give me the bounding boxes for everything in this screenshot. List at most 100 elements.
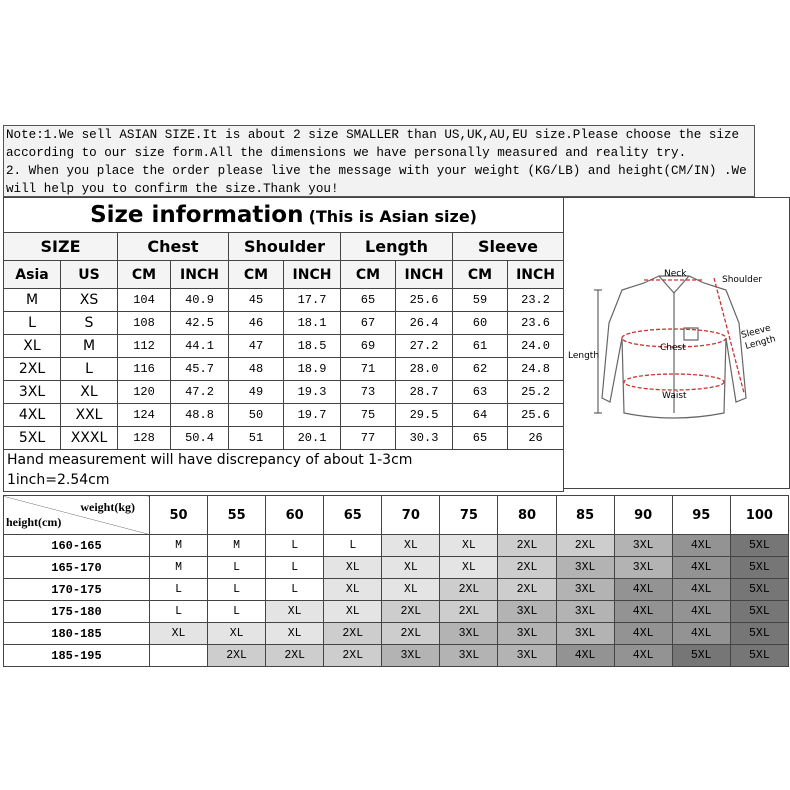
size-cell: 59	[452, 288, 508, 312]
size-cell: 2XL	[3, 357, 61, 381]
size-cell: 23.2	[506, 288, 565, 312]
weight-header: 100	[729, 495, 790, 535]
size-cell: XXXL	[60, 426, 118, 450]
size-cell: M	[207, 534, 267, 557]
size-cell: 2XL	[265, 644, 325, 667]
label-length: Length	[568, 351, 599, 361]
group-header: Sleeve	[451, 232, 565, 261]
note-line: 2. When you place the order please live …	[6, 164, 747, 178]
size-cell: 4XL	[671, 578, 731, 601]
weight-header: 95	[671, 495, 731, 535]
size-cell: 28.0	[395, 357, 453, 381]
size-cell: 5XL	[729, 622, 790, 645]
size-cell: 30.3	[395, 426, 453, 450]
size-cell: 69	[340, 334, 396, 358]
size-cell: 48.8	[170, 403, 229, 427]
footnote-cell: Hand measurement will have discrepancy o…	[2, 449, 565, 492]
size-cell: 2XL	[497, 578, 557, 601]
size-cell: 5XL	[3, 426, 61, 450]
size-cell: L	[207, 578, 267, 601]
corner-weight: weight(kg)	[80, 500, 135, 514]
size-cell: 3XL	[613, 534, 673, 557]
size-cell: M	[60, 334, 118, 358]
size-cell: 5XL	[671, 644, 731, 667]
weight-header: 65	[323, 495, 383, 535]
size-cell: XL	[381, 534, 441, 557]
size-cell: L	[3, 311, 61, 335]
size-cell: 2XL	[439, 578, 499, 601]
size-cell: 5XL	[729, 534, 790, 557]
size-cell: 51	[228, 426, 284, 450]
size-cell: 3XL	[555, 600, 615, 623]
size-cell: L	[265, 556, 325, 579]
weight-header: 50	[148, 495, 209, 535]
size-table: Size information (This is Asian size) SIZ…	[2, 197, 565, 492]
size-cell: 73	[340, 380, 396, 404]
size-row: 5XL XXXL 128 50.4 51 20.1 77 30.3 65 26	[3, 426, 565, 450]
height-cell: 170-175	[3, 578, 150, 601]
size-cell: 4XL	[555, 644, 615, 667]
size-cell: 116	[117, 357, 171, 381]
weight-row: 165-170 M L L XL XL XL 2XL 3XL 3XL 4XL 5XL	[3, 556, 790, 579]
sub-header: INCH	[170, 260, 229, 289]
size-row: 4XL XXL 124 48.8 50 19.7 75 29.5 64 25.6	[3, 403, 565, 427]
size-cell: 3XL	[439, 644, 499, 667]
size-cell: XL	[265, 622, 325, 645]
sub-header: INCH	[283, 260, 341, 289]
weight-row: 170-175 L L L XL XL 2XL 2XL 3XL 4XL 4XL 5XL	[3, 578, 790, 601]
label-waist: Waist	[662, 391, 687, 401]
label-shoulder: Shoulder	[722, 275, 762, 285]
size-cell: 124	[117, 403, 171, 427]
size-cell: 26.4	[395, 311, 453, 335]
size-cell: 2XL	[497, 556, 557, 579]
size-cell: 50.4	[170, 426, 229, 450]
size-cell: M	[3, 288, 61, 312]
label-chest: Chest	[660, 343, 686, 353]
size-cell: 3XL	[555, 556, 615, 579]
size-cell: XL	[207, 622, 267, 645]
weight-row: 175-180 L L XL XL 2XL 2XL 3XL 3XL 4XL 4XL 5XL	[3, 600, 790, 623]
note-line: according to our size form.All the dimen…	[6, 146, 687, 160]
measure-lines	[621, 277, 745, 394]
weight-row: 180-185 XL XL XL 2XL 2XL 3XL 3XL 3XL 4XL 4XL 5XL	[3, 622, 790, 645]
size-cell: 2XL	[381, 600, 441, 623]
size-cell: 2XL	[323, 622, 383, 645]
size-cell: 45.7	[170, 357, 229, 381]
sub-header: CM	[228, 260, 284, 289]
size-cell: 24.0	[506, 334, 565, 358]
size-cell: 25.2	[506, 380, 565, 404]
size-cell: 3XL	[3, 380, 61, 404]
weight-header: 70	[381, 495, 441, 535]
size-cell: L	[207, 600, 267, 623]
size-cell: XL	[323, 578, 383, 601]
size-cell: 2XL	[439, 600, 499, 623]
size-cell: L	[148, 578, 209, 601]
size-cell: 26	[506, 426, 565, 450]
sub-header: Asia	[3, 260, 61, 289]
weight-header: 75	[439, 495, 499, 535]
size-cell: L	[60, 357, 118, 381]
size-row: L S 108 42.5 46 18.1 67 26.4 60 23.6	[3, 311, 565, 335]
size-row: 2XL L 116 45.7 48 18.9 71 28.0 62 24.8	[3, 357, 565, 381]
weight-header: 80	[497, 495, 557, 535]
sub-header: INCH	[506, 260, 565, 289]
size-cell: 112	[117, 334, 171, 358]
size-cell: M	[148, 534, 209, 557]
size-cell: XL	[3, 334, 61, 358]
weight-header: 60	[265, 495, 325, 535]
size-cell: 120	[117, 380, 171, 404]
size-cell: 47	[228, 334, 284, 358]
group-header: Chest	[117, 232, 229, 261]
size-row: 3XL XL 120 47.2 49 19.3 73 28.7 63 25.2	[3, 380, 565, 404]
sub-header: CM	[340, 260, 396, 289]
size-cell: 5XL	[729, 644, 790, 667]
size-cell: 2XL	[323, 644, 383, 667]
size-cell: 77	[340, 426, 396, 450]
size-cell: 3XL	[555, 622, 615, 645]
size-cell: 5XL	[729, 578, 790, 601]
note-line: Note:1.We sell ASIAN SIZE.It is about 2 …	[6, 128, 740, 142]
size-cell: L	[148, 600, 209, 623]
size-cell: 44.1	[170, 334, 229, 358]
group-header: Length	[340, 232, 453, 261]
size-cell: 47.2	[170, 380, 229, 404]
